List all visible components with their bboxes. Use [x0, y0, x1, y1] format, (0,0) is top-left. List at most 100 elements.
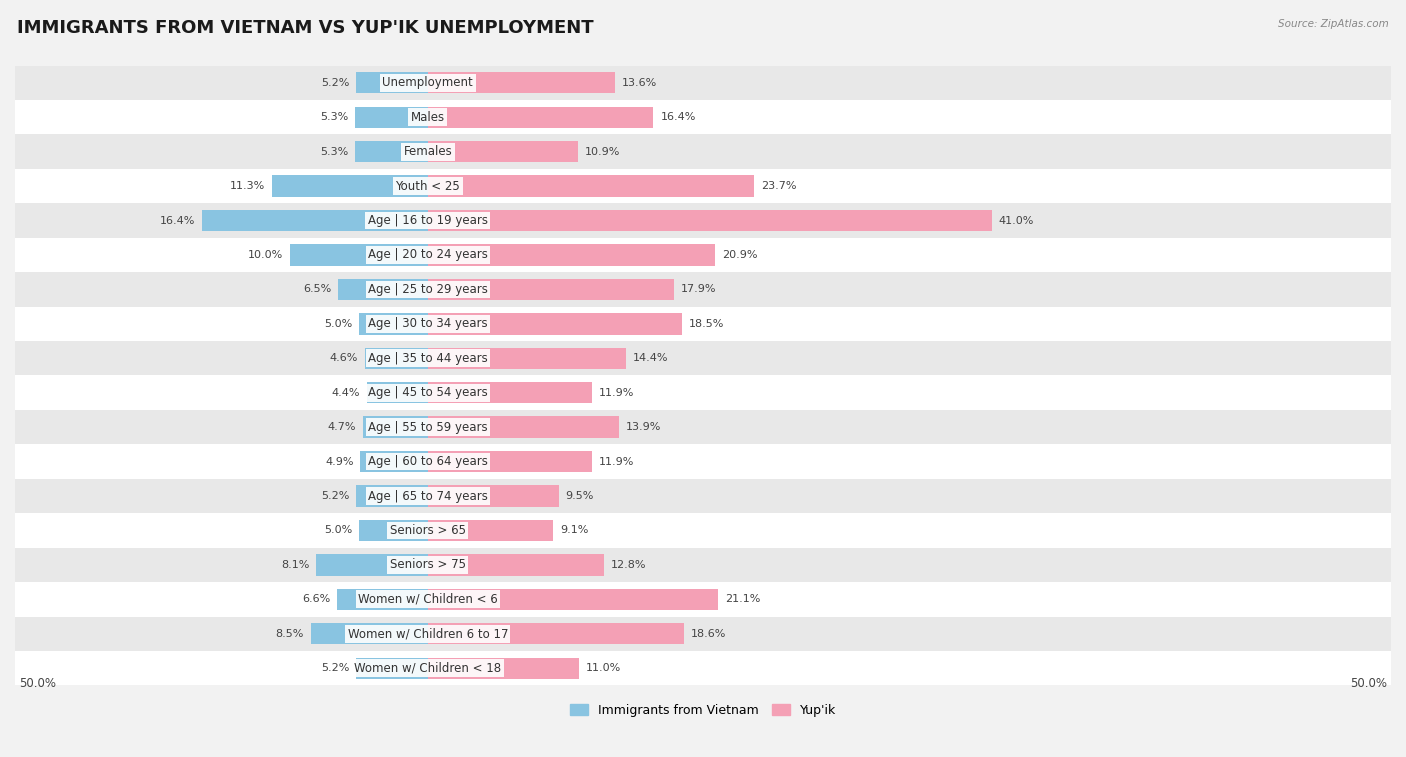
Text: 23.7%: 23.7%	[761, 181, 796, 191]
Text: 4.7%: 4.7%	[328, 422, 356, 432]
Bar	[15, 341, 1391, 375]
Bar	[354, 141, 427, 162]
Text: 11.0%: 11.0%	[586, 663, 621, 673]
Text: IMMIGRANTS FROM VIETNAM VS YUP'IK UNEMPLOYMENT: IMMIGRANTS FROM VIETNAM VS YUP'IK UNEMPL…	[17, 19, 593, 37]
Bar	[359, 520, 427, 541]
Text: Age | 20 to 24 years: Age | 20 to 24 years	[368, 248, 488, 261]
Bar	[364, 347, 427, 369]
Bar	[427, 279, 673, 300]
Bar	[15, 513, 1391, 547]
Text: 5.2%: 5.2%	[321, 663, 349, 673]
Text: Youth < 25: Youth < 25	[395, 179, 460, 192]
Text: 12.8%: 12.8%	[610, 560, 647, 570]
Text: 5.2%: 5.2%	[321, 491, 349, 501]
Bar	[15, 582, 1391, 616]
Text: 8.1%: 8.1%	[281, 560, 309, 570]
Text: 14.4%: 14.4%	[633, 354, 668, 363]
Bar	[427, 347, 626, 369]
Text: 11.9%: 11.9%	[599, 456, 634, 466]
Bar	[359, 313, 427, 335]
Bar	[427, 141, 578, 162]
Text: Unemployment: Unemployment	[382, 76, 474, 89]
Text: Age | 35 to 44 years: Age | 35 to 44 years	[368, 352, 488, 365]
Bar	[316, 554, 427, 575]
Bar	[427, 658, 579, 679]
Text: 11.3%: 11.3%	[231, 181, 266, 191]
Bar	[427, 451, 592, 472]
Bar	[427, 176, 754, 197]
Text: 50.0%: 50.0%	[20, 677, 56, 690]
Text: 16.4%: 16.4%	[160, 216, 195, 226]
Text: Age | 65 to 74 years: Age | 65 to 74 years	[368, 490, 488, 503]
Bar	[427, 623, 683, 644]
Text: 21.1%: 21.1%	[725, 594, 761, 604]
Bar	[427, 72, 614, 93]
Text: 18.6%: 18.6%	[690, 629, 725, 639]
Bar	[15, 204, 1391, 238]
Bar	[363, 416, 427, 438]
Text: Males: Males	[411, 111, 444, 123]
Text: Seniors > 75: Seniors > 75	[389, 559, 465, 572]
Text: 10.9%: 10.9%	[585, 147, 620, 157]
Bar	[427, 416, 619, 438]
Text: 6.5%: 6.5%	[304, 285, 332, 294]
Bar	[202, 210, 427, 231]
Text: Seniors > 65: Seniors > 65	[389, 524, 465, 537]
Bar	[427, 313, 682, 335]
Text: 10.0%: 10.0%	[247, 250, 284, 260]
Text: Females: Females	[404, 145, 453, 158]
Bar	[15, 651, 1391, 685]
Text: 5.3%: 5.3%	[319, 112, 349, 122]
Text: Age | 16 to 19 years: Age | 16 to 19 years	[368, 214, 488, 227]
Bar	[15, 238, 1391, 273]
Text: Women w/ Children 6 to 17: Women w/ Children 6 to 17	[347, 628, 508, 640]
Bar	[15, 66, 1391, 100]
Bar	[15, 100, 1391, 135]
Text: Source: ZipAtlas.com: Source: ZipAtlas.com	[1278, 19, 1389, 29]
Bar	[311, 623, 427, 644]
Text: 4.9%: 4.9%	[325, 456, 353, 466]
Bar	[427, 520, 553, 541]
Text: 9.1%: 9.1%	[560, 525, 588, 535]
Text: 5.3%: 5.3%	[319, 147, 349, 157]
Text: 5.0%: 5.0%	[323, 525, 352, 535]
Text: 5.2%: 5.2%	[321, 78, 349, 88]
Bar	[427, 382, 592, 403]
Bar	[337, 589, 427, 610]
Text: 20.9%: 20.9%	[723, 250, 758, 260]
Bar	[427, 245, 716, 266]
Bar	[290, 245, 427, 266]
Bar	[427, 554, 605, 575]
Text: Women w/ Children < 18: Women w/ Children < 18	[354, 662, 502, 674]
Bar	[367, 382, 427, 403]
Bar	[356, 485, 427, 506]
Text: 13.6%: 13.6%	[621, 78, 657, 88]
Bar	[15, 478, 1391, 513]
Text: 11.9%: 11.9%	[599, 388, 634, 397]
Bar	[15, 444, 1391, 478]
Bar	[354, 107, 427, 128]
Text: 9.5%: 9.5%	[565, 491, 593, 501]
Bar	[15, 273, 1391, 307]
Text: 4.4%: 4.4%	[332, 388, 360, 397]
Bar	[15, 410, 1391, 444]
Text: 4.6%: 4.6%	[329, 354, 357, 363]
Text: Women w/ Children < 6: Women w/ Children < 6	[359, 593, 498, 606]
Text: Age | 30 to 34 years: Age | 30 to 34 years	[368, 317, 488, 330]
Bar	[15, 616, 1391, 651]
Bar	[273, 176, 427, 197]
Legend: Immigrants from Vietnam, Yup'ik: Immigrants from Vietnam, Yup'ik	[564, 699, 842, 722]
Bar	[15, 375, 1391, 410]
Text: 41.0%: 41.0%	[998, 216, 1035, 226]
Text: 17.9%: 17.9%	[681, 285, 717, 294]
Bar	[15, 307, 1391, 341]
Bar	[15, 135, 1391, 169]
Text: 13.9%: 13.9%	[626, 422, 661, 432]
Text: Age | 45 to 54 years: Age | 45 to 54 years	[368, 386, 488, 399]
Bar	[356, 72, 427, 93]
Bar	[356, 658, 427, 679]
Text: 16.4%: 16.4%	[661, 112, 696, 122]
Bar	[427, 107, 654, 128]
Text: 6.6%: 6.6%	[302, 594, 330, 604]
Bar	[427, 485, 558, 506]
